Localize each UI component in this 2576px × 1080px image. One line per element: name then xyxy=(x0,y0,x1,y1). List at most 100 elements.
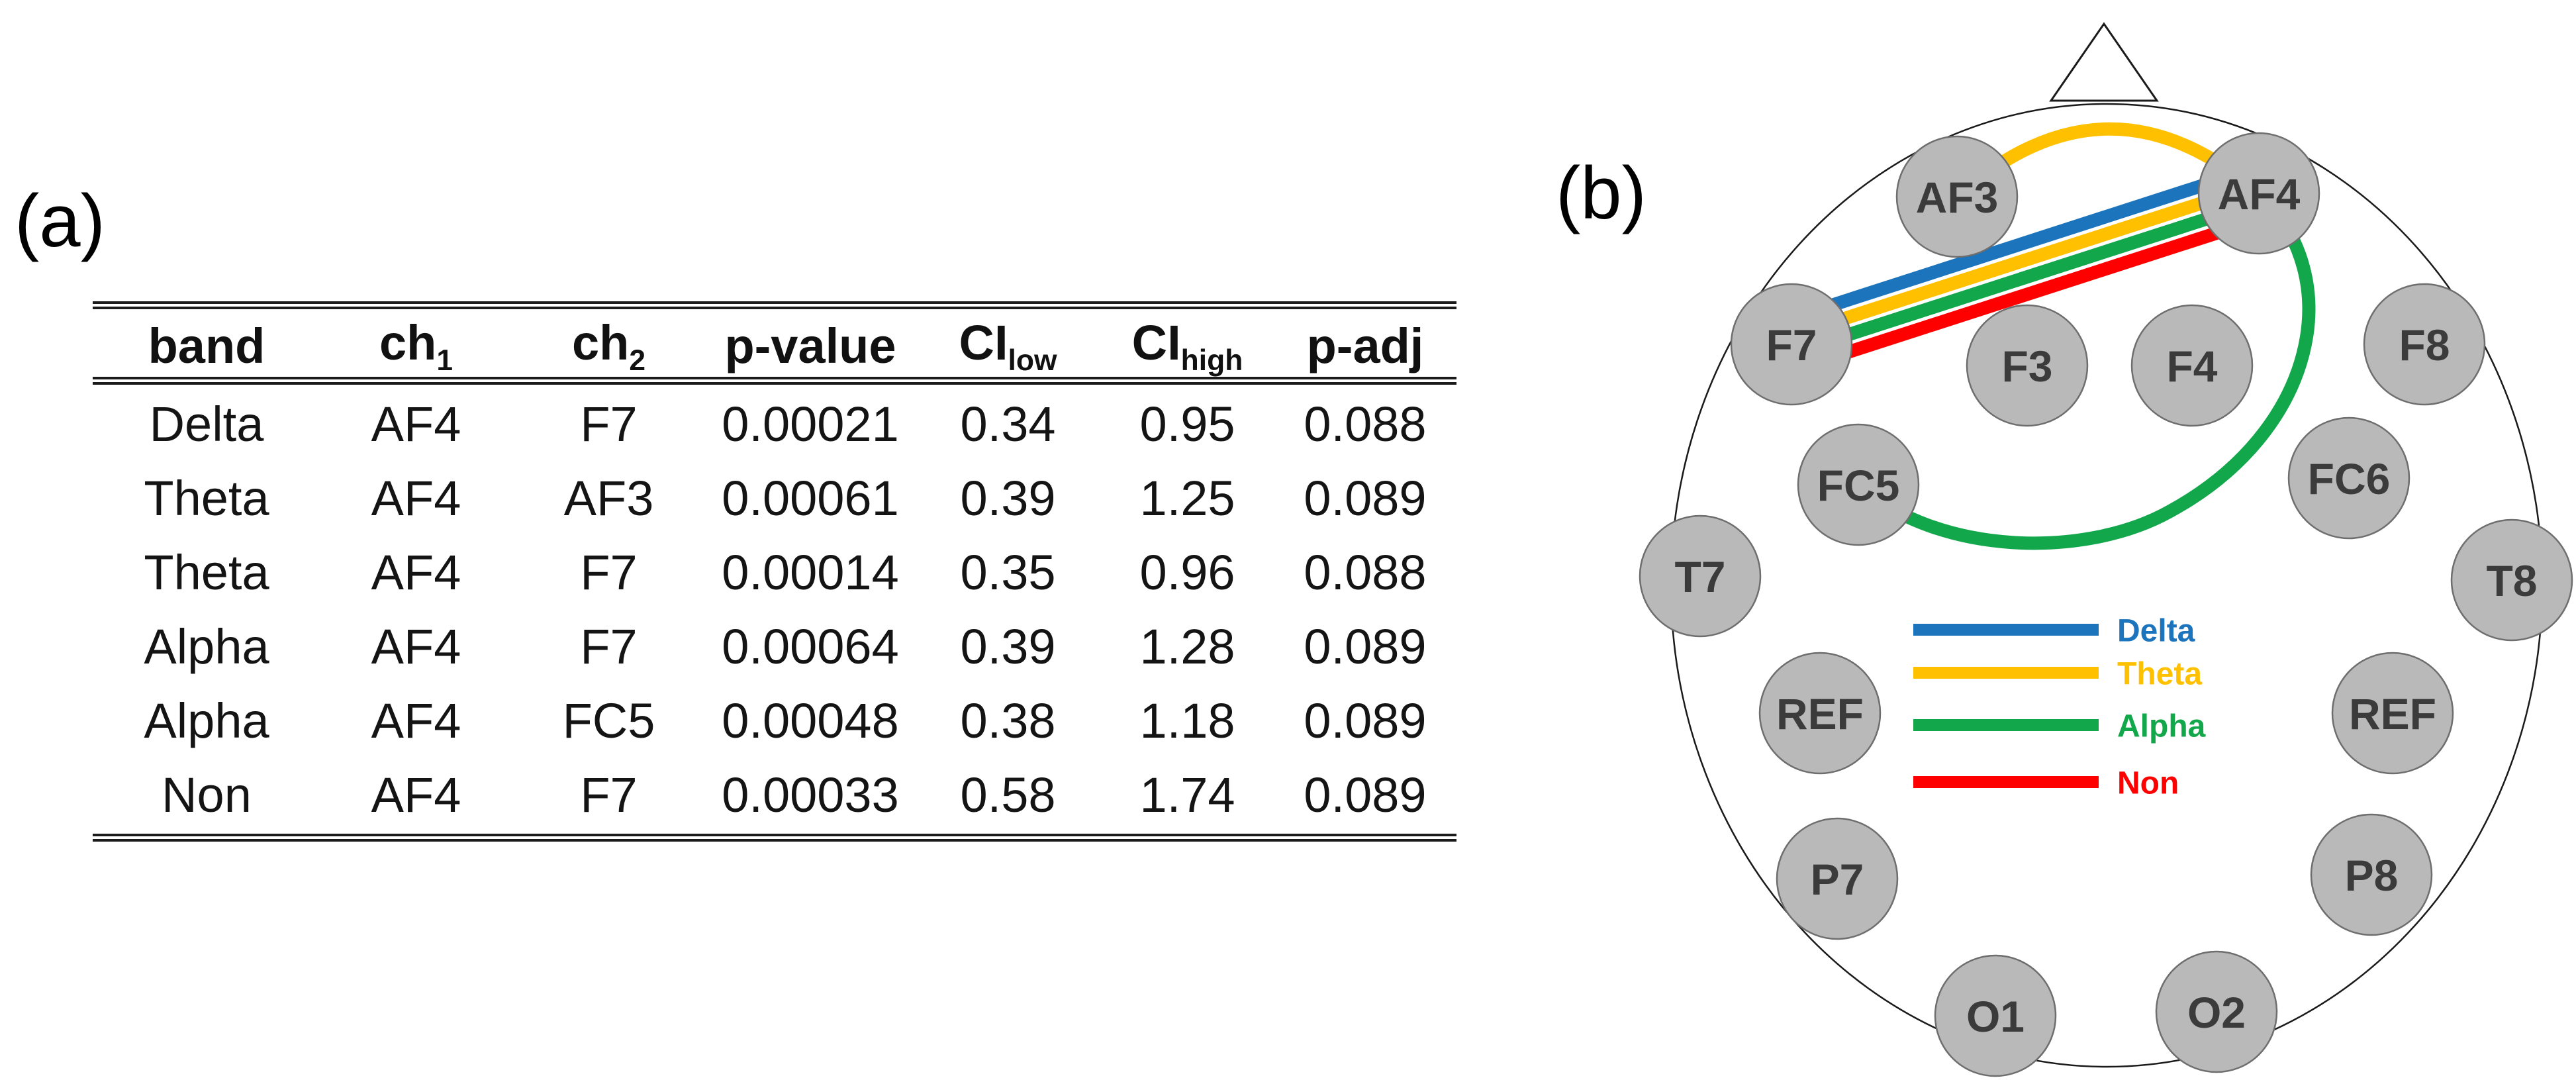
legend-label: Non xyxy=(2117,765,2179,801)
electrode-circle xyxy=(2331,652,2454,775)
table-row: Alpha AF4 FC5 0.00048 0.38 1.18 0.089 xyxy=(93,683,1456,758)
electrode-label: T8 xyxy=(2486,556,2537,605)
panel-a-label: (a) xyxy=(15,179,105,262)
electrode-O2: O2 xyxy=(2155,950,2278,1073)
table-cell: 0.089 xyxy=(1304,767,1427,822)
table-cell: 0.089 xyxy=(1304,693,1427,748)
table-cell: 0.00033 xyxy=(722,767,899,822)
table-cell: Theta xyxy=(144,470,269,526)
table-cell: F7 xyxy=(580,396,638,452)
table-body: Delta AF4 F7 0.00021 0.34 0.95 0.088 Theta AF4 AF… xyxy=(93,387,1456,832)
table-cell: 0.39 xyxy=(960,618,1056,674)
legend-line-swatch xyxy=(1913,667,2099,679)
column-header: CIlow xyxy=(959,315,1057,377)
table-cell: F7 xyxy=(580,618,638,674)
nose-shape xyxy=(2049,22,2159,102)
legend-label: Theta xyxy=(2117,656,2202,691)
table-cell: 0.089 xyxy=(1304,618,1427,674)
legend-item-theta: Theta xyxy=(1913,656,2202,691)
eeg-montage-diagram: AF3 AF4 F7 F3 F4 F8 FC5 FC6 T7 T8 REF REF P7 P8 O1 O2 D… xyxy=(1639,22,2573,1077)
table-row: Delta AF4 F7 0.00021 0.34 0.95 0.088 xyxy=(93,387,1456,461)
connection-alpha-F7-AF4 xyxy=(1791,195,2264,359)
electrode-label: F3 xyxy=(2001,342,2052,391)
electrode-label: T7 xyxy=(1674,552,1725,601)
table-cell: Non xyxy=(162,767,252,822)
table-cell: 0.35 xyxy=(960,544,1056,600)
table-cell: 1.25 xyxy=(1139,470,1235,526)
column-header: ch1 xyxy=(379,315,453,377)
electrode-T7: T7 xyxy=(1639,515,1762,638)
table-cell: 0.00061 xyxy=(722,470,899,526)
electrode-circle xyxy=(2197,132,2320,255)
panel-b-label: (b) xyxy=(1556,152,1646,234)
electrode-circle xyxy=(2363,283,2486,406)
table-cell: 0.088 xyxy=(1304,544,1427,600)
table-cell: F7 xyxy=(580,544,638,600)
electrode-P8: P8 xyxy=(2310,813,2433,936)
table-row: Theta AF4 AF3 0.00061 0.39 1.25 0.089 xyxy=(93,461,1456,535)
electrode-label: FC5 xyxy=(1817,461,1900,510)
electrode-circle xyxy=(1758,652,1882,775)
electrode-label: FC6 xyxy=(2308,454,2391,503)
table-cell: 0.088 xyxy=(1304,396,1427,452)
table-cell: AF4 xyxy=(371,544,461,600)
legend-item-delta: Delta xyxy=(1913,613,2195,648)
table-cell: Alpha xyxy=(144,693,269,748)
table-row: Alpha AF4 F7 0.00064 0.39 1.28 0.089 xyxy=(93,609,1456,683)
table-cell: 1.74 xyxy=(1139,767,1235,822)
electrode-label: O1 xyxy=(1966,992,2025,1041)
connection-theta-F7-AF4 xyxy=(1787,179,2259,343)
legend-label: Delta xyxy=(2117,613,2195,648)
electrode-label: AF4 xyxy=(2218,170,2301,219)
legend-line-swatch xyxy=(1913,776,2099,788)
table-cell: AF4 xyxy=(371,767,461,822)
table-cell: 0.00021 xyxy=(722,396,899,452)
table-cell: 0.00014 xyxy=(722,544,899,600)
table-cell: 0.39 xyxy=(960,470,1056,526)
electrode-label: P7 xyxy=(1811,855,1864,904)
column-header: ch2 xyxy=(571,315,646,377)
legend-item-alpha: Alpha xyxy=(1913,709,2206,744)
electrode-AF4: AF4 xyxy=(2197,132,2320,255)
table-cell: 0.95 xyxy=(1139,396,1235,452)
electrode-circle xyxy=(1895,135,2019,258)
table-header-row: band ch1 ch2 p-value CIlow CIhigh p-adj xyxy=(93,315,1456,377)
column-header: p-value xyxy=(724,318,896,373)
band-legend: Delta Theta Alpha Non xyxy=(1913,613,2206,801)
legend-line-swatch xyxy=(1913,719,2099,731)
electrode-label: AF3 xyxy=(1916,173,1999,222)
electrode-P7: P7 xyxy=(1776,817,1899,940)
electrode-T8: T8 xyxy=(2450,518,2573,642)
table-bottom-rule xyxy=(93,834,1456,842)
connection-delta-F7-AF4 xyxy=(1782,163,2254,327)
electrode-circle xyxy=(2130,304,2254,427)
table-top-rule xyxy=(93,301,1456,309)
electrode-circle xyxy=(1934,954,2057,1077)
table-cell: AF3 xyxy=(563,470,654,526)
table-cell: Alpha xyxy=(144,618,269,674)
table-cell: 0.38 xyxy=(960,693,1056,748)
table-cell: 0.58 xyxy=(960,767,1056,822)
table-cell: AF4 xyxy=(371,618,461,674)
electrode-F7: F7 xyxy=(1730,283,1853,406)
table-header-rule xyxy=(93,377,1456,385)
table-cell: AF4 xyxy=(371,693,461,748)
electrode-label: F7 xyxy=(1766,320,1817,369)
electrode-circle xyxy=(2155,950,2278,1073)
table-row: Non AF4 F7 0.00033 0.58 1.74 0.089 xyxy=(93,758,1456,832)
table-cell: Delta xyxy=(149,396,264,452)
table-cell: 0.00048 xyxy=(722,693,899,748)
electrode-label: P8 xyxy=(2345,851,2399,900)
electrode-F3: F3 xyxy=(1966,304,2089,427)
electrode-circle xyxy=(1776,817,1899,940)
electrode-label: REF xyxy=(1776,689,1864,738)
electrode-label: F8 xyxy=(2399,320,2450,369)
table-cell: 0.34 xyxy=(960,396,1056,452)
electrode-circle xyxy=(1966,304,2089,427)
electrode-circle xyxy=(2287,417,2410,540)
table-cell: 0.089 xyxy=(1304,470,1427,526)
legend-line-swatch xyxy=(1913,624,2099,636)
electrode-O1: O1 xyxy=(1934,954,2057,1077)
table-row: Theta AF4 F7 0.00014 0.35 0.96 0.088 xyxy=(93,535,1456,609)
